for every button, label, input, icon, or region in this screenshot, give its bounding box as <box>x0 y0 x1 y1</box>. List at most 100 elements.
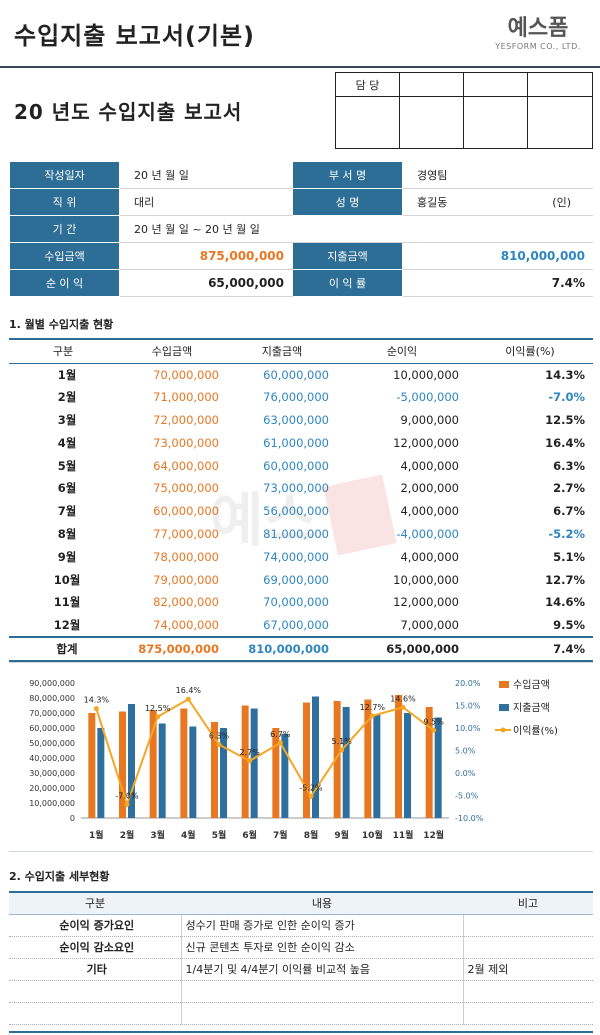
income-bar <box>364 699 372 818</box>
monthly-cell[interactable]: 77,000,000 <box>153 526 219 541</box>
monthly-cell[interactable]: 64,000,000 <box>153 458 219 473</box>
approval-sign-cell[interactable] <box>335 96 400 149</box>
monthly-cell[interactable]: 81,000,000 <box>263 526 329 541</box>
monthly-cell[interactable]: 63,000,000 <box>263 412 329 427</box>
monthly-cell[interactable]: 75,000,000 <box>153 481 219 496</box>
position-value[interactable]: 대리 <box>119 188 293 216</box>
monthly-cell[interactable]: 14.3% <box>545 367 585 382</box>
monthly-cell[interactable]: 2월 <box>57 390 77 405</box>
approval-cell[interactable] <box>399 72 464 97</box>
monthly-cell[interactable]: 2,000,000 <box>400 481 459 496</box>
monthly-cell[interactable]: 7,000,000 <box>400 617 459 632</box>
detail-cell[interactable]: 성수기 판매 증가로 인한 순이익 증가 <box>181 914 464 937</box>
monthly-cell[interactable]: 10,000,000 <box>393 367 459 382</box>
monthly-cell[interactable]: 4,000,000 <box>400 458 459 473</box>
expense-bar <box>342 707 350 818</box>
detail-cell[interactable] <box>181 980 464 1003</box>
monthly-cell[interactable]: 2.7% <box>553 481 585 496</box>
monthly-cell[interactable]: 56,000,000 <box>263 504 329 519</box>
detail-cell[interactable] <box>463 914 593 937</box>
detail-cell[interactable] <box>9 1002 182 1025</box>
monthly-cell[interactable]: 78,000,000 <box>153 549 219 564</box>
monthly-chart: 0 10,000,000 20,000,000 30,000,000 40,000,00… <box>29 678 558 841</box>
detail-cell[interactable] <box>463 980 593 1003</box>
table-row: 5월 64,000,000 60,000,000 4,000,000 6.3% <box>9 454 593 477</box>
monthly-cell[interactable]: 61,000,000 <box>263 435 329 450</box>
monthly-cell[interactable]: 69,000,000 <box>263 572 329 587</box>
monthly-cell[interactable]: 72,000,000 <box>153 412 219 427</box>
monthly-cell[interactable]: 14.6% <box>545 595 585 610</box>
monthly-cell[interactable]: 10,000,000 <box>393 572 459 587</box>
approval-sign-cell[interactable] <box>399 96 464 149</box>
monthly-cell[interactable]: 12.7% <box>545 572 585 587</box>
monthly-cell[interactable]: 12.5% <box>545 412 585 427</box>
monthly-cell[interactable]: 67,000,000 <box>263 617 329 632</box>
monthly-cell[interactable]: 73,000,000 <box>153 435 219 450</box>
monthly-cell[interactable]: 9.5% <box>553 617 585 632</box>
detail-cell[interactable] <box>463 936 593 959</box>
date-value[interactable]: 20 년 월 일 <box>119 161 293 189</box>
detail-cell[interactable] <box>181 1002 464 1025</box>
monthly-cell[interactable]: -5.2% <box>548 526 585 541</box>
monthly-cell[interactable]: 73,000,000 <box>263 481 329 496</box>
monthly-cell[interactable]: 12월 <box>53 617 81 632</box>
monthly-cell[interactable]: 6월 <box>57 481 77 496</box>
detail-cell[interactable] <box>9 980 182 1003</box>
monthly-cell[interactable]: 76,000,000 <box>263 390 329 405</box>
rate-line <box>95 697 435 808</box>
monthly-cell[interactable]: 70,000,000 <box>263 595 329 610</box>
monthly-cell[interactable]: 5.1% <box>553 549 585 564</box>
income-bar <box>395 695 402 818</box>
monthly-cell[interactable]: 60,000,000 <box>263 367 329 382</box>
monthly-cell[interactable]: 11월 <box>53 595 81 610</box>
monthly-cell[interactable]: -5,000,000 <box>396 390 459 405</box>
monthly-cell[interactable]: 7월 <box>57 504 77 519</box>
monthly-cell[interactable]: 70,000,000 <box>153 367 219 382</box>
monthly-cell[interactable]: 5월 <box>57 458 77 473</box>
monthly-cell[interactable]: 4,000,000 <box>400 504 459 519</box>
monthly-cell[interactable]: 4월 <box>57 435 77 450</box>
detail-cell[interactable]: 기타 <box>9 958 182 981</box>
monthly-cell[interactable]: 12,000,000 <box>393 595 459 610</box>
page-title: 수입지출 보고서(기본) <box>14 22 256 50</box>
monthly-cell[interactable]: 12,000,000 <box>393 435 459 450</box>
detail-cell[interactable]: 2월 제외 <box>463 958 593 981</box>
monthly-cell[interactable]: 71,000,000 <box>153 390 219 405</box>
monthly-cell[interactable]: 16.4% <box>545 435 585 450</box>
monthly-cell[interactable]: 74,000,000 <box>263 549 329 564</box>
period-value[interactable]: 20 년 월 일 ~ 20 년 월 일 <box>119 215 593 243</box>
monthly-cell[interactable]: 1월 <box>57 367 77 382</box>
monthly-cell[interactable]: 6.3% <box>553 458 585 473</box>
monthly-cell[interactable]: -4,000,000 <box>396 526 459 541</box>
approval-sign-cell[interactable] <box>463 96 528 149</box>
monthly-cell[interactable]: 60,000,000 <box>153 504 219 519</box>
monthly-cell[interactable]: 4,000,000 <box>400 549 459 564</box>
income-bar <box>425 707 433 818</box>
monthly-cell[interactable]: 10월 <box>53 572 81 587</box>
rate-point <box>400 704 406 710</box>
dept-value[interactable]: 경영팀 <box>402 161 593 189</box>
monthly-cell[interactable]: 9월 <box>57 549 77 564</box>
rate-point <box>431 727 437 733</box>
monthly-cell[interactable]: 3월 <box>57 412 77 427</box>
approval-cell[interactable] <box>527 72 593 97</box>
monthly-cell[interactable]: 6.7% <box>553 504 585 519</box>
monthly-cell[interactable]: 74,000,000 <box>153 617 219 632</box>
approval-sign-cell[interactable] <box>527 96 593 149</box>
detail-cell[interactable] <box>463 1002 593 1025</box>
income-label: 수입금액 <box>9 242 120 270</box>
monthly-cell[interactable]: 82,000,000 <box>153 595 219 610</box>
monthly-cell[interactable]: 79,000,000 <box>153 572 219 587</box>
monthly-cell[interactable]: 60,000,000 <box>263 458 329 473</box>
monthly-cell[interactable]: -7.0% <box>548 390 585 405</box>
detail-cell[interactable]: 신규 콘텐츠 투자로 인한 순이익 감소 <box>181 936 464 959</box>
name-value[interactable]: 홍길동 (인) <box>402 188 593 216</box>
y-right-tick-label: 15.0% <box>455 702 481 711</box>
detail-cell[interactable]: 순이익 증가요인 <box>9 914 182 937</box>
monthly-cell[interactable]: 8월 <box>57 526 77 541</box>
detail-cell[interactable]: 순이익 감소요인 <box>9 936 182 959</box>
monthly-cell[interactable]: 9,000,000 <box>400 412 459 427</box>
detail-cell[interactable]: 1/4분기 및 4/4분기 이익률 비교적 높음 <box>181 958 464 981</box>
approval-cell[interactable] <box>463 72 528 97</box>
rate-point <box>369 713 375 719</box>
